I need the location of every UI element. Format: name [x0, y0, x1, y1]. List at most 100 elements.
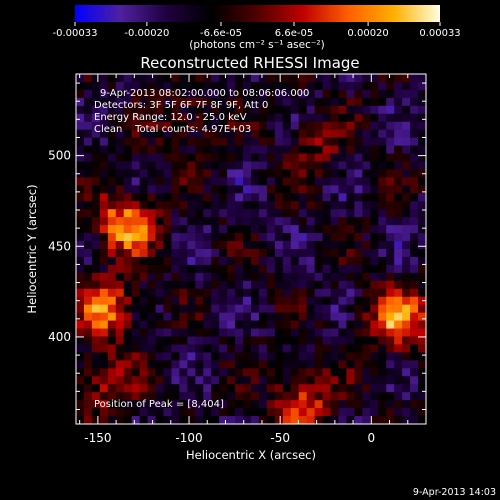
heatmap-cell: [83, 161, 93, 170]
heatmap-cell: [290, 233, 300, 242]
heatmap-cell: [306, 416, 316, 424]
heatmap-cell: [282, 129, 292, 139]
heatmap-cell: [402, 296, 411, 306]
heatmap-cell: [274, 416, 284, 424]
heatmap-cell: [362, 392, 371, 401]
heatmap-cell: [171, 97, 180, 107]
heatmap-cell: [410, 81, 419, 91]
heatmap-cell: [306, 201, 316, 210]
heatmap-cell: [163, 328, 172, 337]
heatmap-cell: [147, 201, 157, 210]
heatmap-cell: [219, 177, 228, 186]
heatmap-cell: [354, 416, 363, 424]
heatmap-cell: [155, 344, 164, 353]
heatmap-cell: [346, 153, 355, 162]
heatmap-cell: [91, 320, 101, 330]
heatmap-cell: [386, 384, 395, 393]
heatmap-cell: [131, 241, 141, 250]
heatmap-cell: [330, 209, 339, 218]
heatmap-cell: [338, 193, 347, 202]
heatmap-cell: [99, 296, 109, 306]
heatmap-cell: [346, 304, 355, 314]
heatmap-cell: [83, 416, 93, 424]
heatmap-cell: [235, 209, 244, 218]
heatmap-cell: [203, 137, 212, 147]
heatmap-cell: [195, 400, 204, 409]
heatmap-cell: [147, 392, 157, 401]
heatmap-cell: [107, 145, 117, 155]
heatmap-cell: [91, 360, 101, 369]
heatmap-cell: [76, 408, 85, 417]
heatmap-cell: [314, 336, 324, 345]
heatmap-cell: [235, 288, 244, 298]
heatmap-cell: [306, 137, 316, 147]
heatmap-cell: [354, 97, 363, 107]
heatmap-cell: [306, 249, 316, 258]
heatmap-cell: [203, 376, 212, 385]
heatmap-cell: [338, 272, 347, 282]
heatmap-cell: [370, 304, 379, 314]
heatmap-cell: [418, 121, 426, 131]
heatmap-cell: [243, 129, 252, 139]
heatmap-cell: [378, 312, 387, 322]
heatmap-cell: [203, 105, 212, 115]
heatmap-cell: [171, 312, 180, 322]
heatmap-cell: [107, 81, 117, 91]
heatmap-cell: [362, 304, 371, 314]
heatmap-cell: [187, 233, 196, 242]
heatmap-cell: [251, 89, 260, 99]
heatmap-cell: [163, 137, 172, 147]
heatmap-cell: [418, 89, 426, 99]
heatmap-cell: [251, 344, 260, 353]
heatmap-cell: [266, 225, 276, 234]
heatmap-cell: [394, 344, 403, 353]
heatmap-cell: [402, 416, 411, 424]
heatmap-cell: [322, 280, 332, 290]
heatmap-cell: [258, 256, 268, 266]
heatmap-cell: [314, 121, 324, 131]
heatmap-cell: [235, 177, 244, 186]
heatmap-cell: [171, 225, 180, 234]
heatmap-cell: [274, 177, 284, 186]
heatmap-cell: [131, 288, 141, 298]
heatmap-cell: [362, 280, 371, 290]
heatmap-cell: [99, 177, 109, 186]
heatmap-cell: [290, 97, 300, 107]
heatmap-cell: [378, 177, 387, 186]
heatmap-cell: [298, 392, 308, 401]
heatmap-cell: [322, 177, 332, 186]
heatmap-cell: [123, 193, 133, 202]
heatmap-cell: [330, 81, 339, 91]
heatmap-cell: [251, 153, 260, 162]
heatmap-cell: [322, 360, 332, 369]
heatmap-cell: [362, 201, 371, 210]
heatmap-cell: [290, 217, 300, 226]
heatmap-cell: [243, 97, 252, 107]
colorbar-tick-label: -0.00020: [124, 28, 169, 39]
heatmap-cell: [91, 249, 101, 258]
heatmap-cell: [274, 400, 284, 409]
heatmap-cell: [282, 384, 292, 393]
heatmap-cell: [330, 384, 339, 393]
heatmap-cell: [211, 296, 220, 306]
heatmap-cell: [163, 336, 172, 345]
heatmap-cell: [258, 304, 268, 314]
heatmap-cell: [76, 113, 85, 123]
heatmap-cell: [179, 280, 188, 290]
heatmap-cell: [330, 153, 339, 162]
heatmap-cell: [99, 161, 109, 170]
heatmap-cell: [171, 113, 180, 123]
heatmap-cell: [370, 408, 379, 417]
heatmap-cell: [99, 241, 109, 250]
heatmap-cell: [171, 74, 180, 83]
heatmap-cell: [386, 272, 395, 282]
heatmap-cell: [282, 408, 292, 417]
heatmap-cell: [211, 241, 220, 250]
heatmap-cell: [418, 249, 426, 258]
heatmap-cell: [123, 241, 133, 250]
heatmap-cell: [115, 328, 125, 337]
heatmap-cell: [290, 296, 300, 306]
heatmap-cell: [410, 280, 419, 290]
heatmap-cell: [418, 177, 426, 186]
heatmap-cell: [227, 360, 236, 369]
